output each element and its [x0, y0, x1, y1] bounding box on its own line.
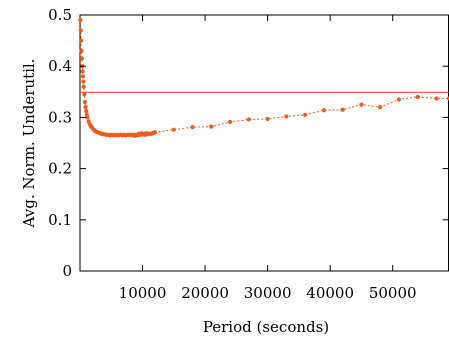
data-point: [265, 116, 270, 122]
y-axis: 0 0.1 0.2 0.3 0.4 0.5: [48, 6, 449, 280]
x-tick-label: 10000: [119, 284, 167, 302]
x-tick-label: 30000: [244, 284, 292, 302]
data-point: [80, 74, 86, 79]
data-point: [79, 38, 84, 43]
x-axis-title: Period (seconds): [203, 318, 329, 336]
y-tick-label: 0.3: [48, 108, 72, 126]
y-tick-label: 0.1: [48, 211, 72, 229]
data-point: [79, 56, 84, 61]
x-tick-label: 40000: [306, 284, 354, 302]
data-point: [396, 97, 402, 102]
y-tick-label: 0.4: [48, 57, 72, 75]
data-point: [190, 125, 195, 130]
x-tick-label: 20000: [181, 284, 229, 302]
data-point: [84, 109, 89, 114]
series-line: [79, 20, 449, 137]
data-point: [83, 105, 88, 110]
data-point: [434, 96, 439, 101]
data-point: [152, 130, 158, 135]
x-tick-label: 50000: [369, 284, 417, 302]
data-point: [303, 112, 308, 117]
y-tick-label: 0.5: [48, 6, 72, 24]
series-layer: [78, 18, 449, 138]
data-point: [340, 107, 345, 112]
data-point: [81, 79, 86, 84]
y-axis-title: Avg. Norm. Underutil.: [20, 59, 38, 229]
data-point: [78, 18, 83, 23]
data-point: [80, 69, 85, 74]
data-point: [82, 92, 87, 97]
y-tick-label: 0: [62, 262, 72, 280]
data-point: [171, 127, 176, 132]
plot-frame: [79, 14, 449, 272]
data-point: [209, 124, 214, 129]
data-point: [359, 102, 364, 107]
data-point: [79, 48, 84, 53]
data-point: [446, 96, 449, 101]
data-point: [246, 117, 251, 122]
data-point: [78, 28, 83, 33]
data-point: [228, 119, 233, 125]
data-point: [321, 108, 327, 113]
data-point: [82, 99, 88, 105]
data-point: [415, 94, 420, 100]
data-point: [284, 114, 289, 119]
x-axis: 10000 20000 30000 40000 50000: [119, 15, 417, 302]
y-tick-label: 0.2: [48, 160, 72, 178]
data-point: [85, 115, 90, 120]
data-point: [81, 84, 86, 89]
plot-border: [79, 14, 449, 272]
data-point: [378, 105, 383, 110]
